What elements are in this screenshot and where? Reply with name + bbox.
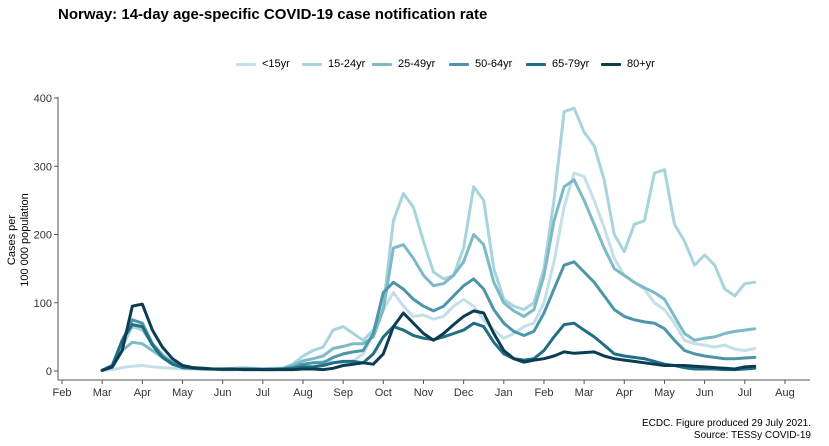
y-tick-label: 200 <box>34 230 52 242</box>
chart-legend: <15yr 15-24yr 25-49yr 50-64yr 65-79yr 80+yr <box>0 54 829 74</box>
x-tick-label: Dec <box>454 387 474 399</box>
x-tick-label: Nov <box>414 387 434 399</box>
x-tick-label: Feb <box>53 387 72 399</box>
legend-item: 80+yr <box>601 58 655 70</box>
x-tick-label: Oct <box>375 387 392 399</box>
legend-label: 65-79yr <box>552 58 590 70</box>
y-tick-label: 300 <box>34 161 52 173</box>
x-tick-label: Aug <box>775 387 795 399</box>
legend-swatch <box>372 62 392 66</box>
y-tick-label: 0 <box>46 366 52 378</box>
legend-item: 15-24yr <box>302 58 365 70</box>
legend-label: 25-49yr <box>398 58 436 70</box>
legend-item: 65-79yr <box>526 58 589 70</box>
legend-label: 80+yr <box>627 58 655 70</box>
x-tick-label: Mar <box>93 387 112 399</box>
legend-label: <15yr <box>262 58 290 70</box>
legend-label: 50-64yr <box>475 58 513 70</box>
legend-item: 25-49yr <box>372 58 435 70</box>
legend-swatch <box>236 62 256 66</box>
x-tick-label: Feb <box>534 387 553 399</box>
x-tick-label: Apr <box>616 387 633 399</box>
footer-credit: ECDC. Figure produced 29 July 2021. <box>642 418 811 429</box>
x-tick-label: May <box>172 387 193 399</box>
chart-title: Norway: 14-day age-specific COVID-19 cas… <box>58 6 488 23</box>
x-tick-label: Sep <box>333 387 353 399</box>
y-tick-label: 100 <box>34 298 52 310</box>
series-line-3 <box>100 178 757 372</box>
y-axis-label: Cases per <box>6 215 18 265</box>
legend-item: <15yr <box>236 58 290 70</box>
legend-swatch <box>601 62 621 66</box>
legend-swatch <box>526 62 546 66</box>
x-tick-label: Jun <box>214 387 232 399</box>
y-tick-label: 400 <box>34 93 52 105</box>
x-tick-label: Jul <box>256 387 270 399</box>
x-tick-label: Jun <box>696 387 714 399</box>
x-tick-label: Apr <box>134 387 151 399</box>
series-line-6 <box>100 302 757 372</box>
legend-item: 50-64yr <box>449 58 512 70</box>
x-tick-label: Mar <box>575 387 594 399</box>
x-tick-label: Aug <box>293 387 313 399</box>
figure-footer: ECDC. Figure produced 29 July 2021. Sour… <box>642 418 811 442</box>
series-line-1 <box>100 171 757 372</box>
legend-swatch <box>449 62 469 66</box>
legend-swatch <box>302 62 322 66</box>
x-tick-label: Jan <box>495 387 513 399</box>
legend-label: 15-24yr <box>328 58 366 70</box>
footer-source: Source: TESSy COVID-19 <box>693 430 811 441</box>
x-tick-label: Jul <box>738 387 752 399</box>
x-tick-label: May <box>654 387 675 399</box>
y-axis-label: 100 000 population <box>19 193 31 287</box>
series-line-2 <box>100 106 757 372</box>
